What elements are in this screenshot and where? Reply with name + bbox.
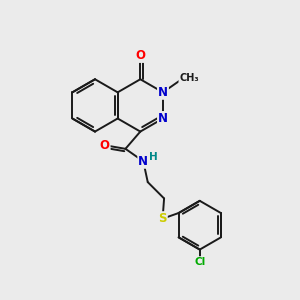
Text: N: N: [158, 86, 168, 99]
Text: Cl: Cl: [194, 257, 206, 267]
Text: O: O: [135, 49, 145, 62]
Text: H: H: [149, 152, 158, 162]
Text: N: N: [158, 112, 168, 125]
Text: S: S: [158, 212, 167, 225]
Text: N: N: [138, 155, 148, 168]
Text: CH₃: CH₃: [179, 73, 199, 83]
Text: O: O: [100, 139, 110, 152]
